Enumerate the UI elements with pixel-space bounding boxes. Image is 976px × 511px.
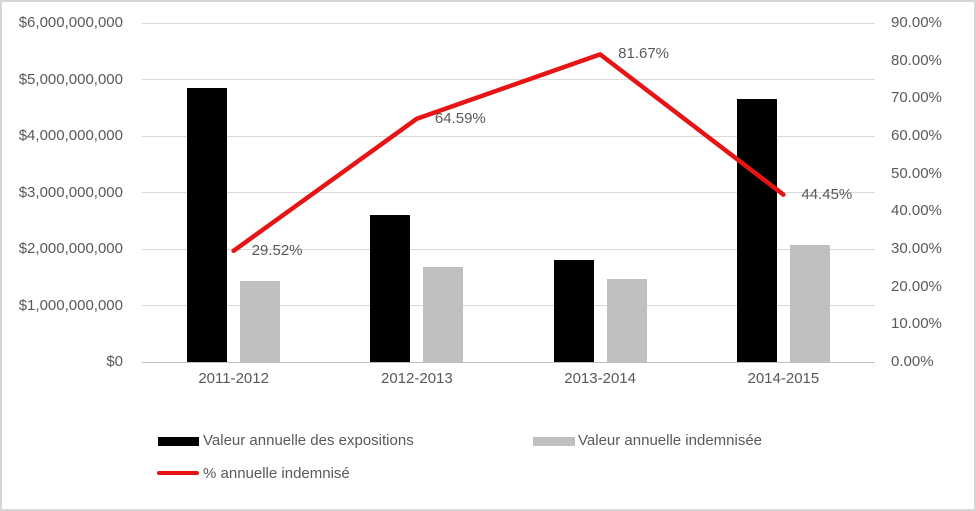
left-axis-tick-label: $0: [106, 353, 123, 370]
x-axis-line: [142, 361, 875, 363]
left-axis-tick-label: $3,000,000,000: [18, 183, 123, 201]
right-axis-tick-label: 40.00%: [891, 202, 942, 220]
left-axis-tick-label: $5,000,000,000: [18, 70, 123, 88]
right-axis-tick-label: 20.00%: [891, 277, 942, 295]
legend-label-percent-line: % annuelle indemnisé: [203, 465, 350, 482]
gridline: [142, 248, 875, 250]
bar-valeur-indemnisee: [240, 281, 281, 362]
x-axis-category-label: 2014-2015: [747, 370, 820, 387]
left-axis-tick-label: $2,000,000,000: [18, 240, 123, 257]
legend-swatch-indemnisee: [533, 437, 575, 446]
gridline: [142, 79, 875, 80]
line-point-label: 64.59%: [434, 109, 486, 127]
percent-line: [231, 52, 786, 254]
bar-valeur-expositions: [370, 215, 411, 362]
x-axis-category-label: 2013-2014: [564, 370, 636, 387]
bar-valeur-indemnisee: [423, 267, 464, 362]
bar-valeur-expositions: [736, 99, 777, 362]
right-axis-tick-label: 10.00%: [891, 315, 942, 333]
percent-line-path: [231, 52, 786, 254]
left-axis-tick-label: $6,000,000,000: [18, 14, 123, 31]
line-point-label: 44.45%: [801, 185, 853, 203]
right-axis-tick-label: 30.00%: [891, 240, 942, 257]
legend-label-indemnisee: Valeur annuelle indemnisée: [578, 432, 763, 449]
right-axis-tick-label: 50.00%: [891, 164, 942, 182]
left-axis-tick-label: $4,000,000,000: [18, 127, 123, 144]
bar-valeur-expositions: [553, 260, 594, 362]
bar-valeur-indemnisee: [789, 245, 830, 362]
legend-label-expositions: Valeur annuelle des expositions: [203, 432, 414, 449]
x-axis-category-label: 2011-2012: [198, 370, 269, 387]
x-axis-category-label: 2012-2013: [381, 370, 453, 387]
right-axis-tick-label: 70.00%: [891, 89, 942, 107]
gridline: [142, 22, 875, 24]
bar-valeur-indemnisee: [606, 278, 647, 362]
line-point-label: 81.67%: [618, 45, 669, 63]
bar-valeur-expositions: [187, 87, 228, 362]
right-axis-tick-label: 60.00%: [891, 127, 942, 144]
right-axis-tick-label: 90.00%: [891, 14, 942, 31]
right-axis-tick-label: 0.00%: [891, 353, 934, 370]
gridline: [142, 192, 875, 193]
legend-swatch-percent-line: [157, 471, 199, 475]
line-point-label: 29.52%: [251, 241, 303, 259]
legend-swatch-expositions: [158, 437, 199, 446]
left-axis-tick-label: $1,000,000,000: [18, 296, 123, 314]
right-axis-tick-label: 80.00%: [891, 51, 942, 69]
gridline: [142, 305, 875, 306]
gridline: [142, 135, 875, 137]
